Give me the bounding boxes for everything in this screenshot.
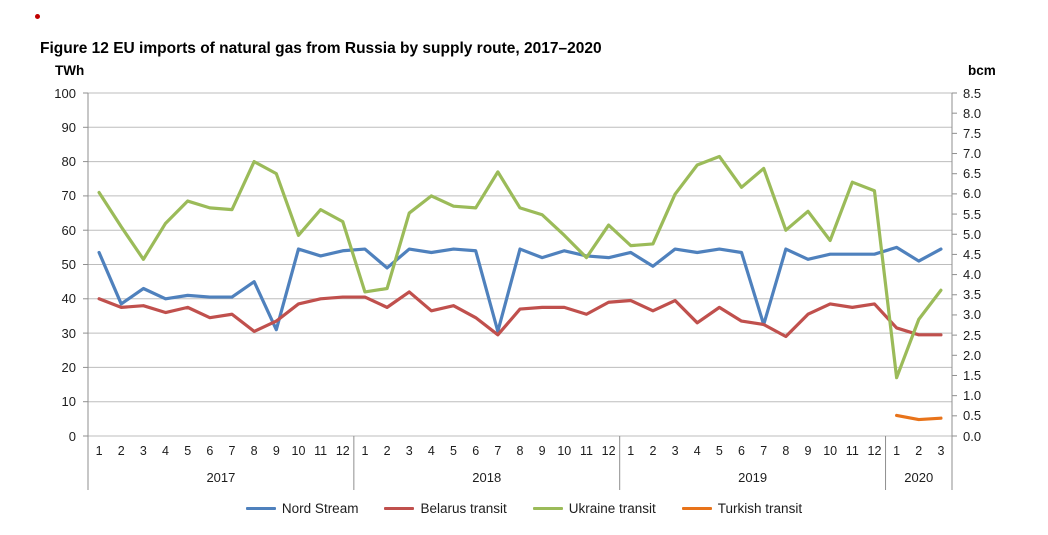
legend-line-swatch — [532, 506, 563, 511]
left-axis-tick-label: 20 — [61, 359, 76, 375]
right-axis-tick-label: 5.0 — [963, 226, 982, 242]
month-label: 3 — [937, 444, 945, 458]
ukraine-transit-line — [97, 154, 943, 380]
month-label: 6 — [472, 444, 480, 458]
month-label: 3 — [671, 444, 679, 458]
right-axis-tick-label: 5.5 — [963, 206, 982, 222]
legend-item-turkish-transit: Turkish transit — [681, 501, 803, 516]
legend-item-belarus-transit: Belarus transit — [384, 501, 507, 516]
month-label: 1 — [627, 444, 635, 458]
left-axis-tick-label: 50 — [61, 257, 76, 272]
month-label: 10 — [557, 444, 572, 458]
month-label: 2 — [117, 444, 125, 458]
right-axis-tick-label: 6.0 — [963, 186, 982, 202]
month-label: 9 — [538, 444, 546, 458]
month-label: 4 — [693, 444, 701, 458]
month-label: 2 — [649, 444, 657, 458]
left-axis-tick-label: 30 — [61, 325, 76, 341]
month-label: 12 — [335, 444, 350, 458]
month-label: 8 — [250, 444, 258, 458]
page-title: Figure 12 EU imports of natural gas from… — [40, 40, 602, 57]
belarus-transit-line — [97, 290, 943, 339]
month-label: 5 — [450, 444, 457, 458]
legend-label: Belarus transit — [420, 501, 507, 516]
month-label: 11 — [579, 444, 593, 458]
legend-item-nord-stream: Nord Stream — [245, 501, 359, 516]
nord-stream-line — [97, 245, 943, 333]
month-label: 6 — [738, 444, 745, 458]
right-axis-tick-label: 8.0 — [963, 105, 982, 121]
right-axis-tick-label: 3.5 — [963, 287, 982, 303]
month-label: 11 — [845, 444, 859, 458]
month-label: 7 — [760, 444, 768, 458]
right-axis-tick-label: 0.5 — [963, 408, 982, 424]
month-label: 3 — [405, 444, 413, 458]
right-axis-tick-label: 4.5 — [963, 246, 982, 262]
right-axis-tick-label: 1.0 — [963, 388, 982, 404]
legend-label: Turkish transit — [717, 501, 803, 516]
month-label: 10 — [823, 444, 838, 458]
year-label: 2018 — [472, 470, 502, 485]
month-label: 4 — [427, 444, 435, 458]
legend-line-swatch — [681, 506, 712, 511]
year-label: 2020 — [904, 470, 934, 485]
month-label: 5 — [184, 444, 192, 458]
legend-item-ukraine-transit: Ukraine transit — [532, 501, 656, 516]
left-axis-tick-label: 0 — [68, 428, 76, 444]
month-label: 11 — [314, 444, 328, 458]
left-axis-tick-label: 40 — [61, 291, 76, 307]
right-axis-tick-label: 7.5 — [963, 125, 982, 141]
month-label: 2 — [383, 444, 391, 458]
right-axis-tick-label: 6.5 — [963, 166, 982, 182]
legend-line-swatch — [245, 506, 276, 511]
month-label: 6 — [206, 444, 214, 458]
right-axis-tick-label: 1.5 — [963, 367, 982, 383]
left-axis-tick-label: 10 — [61, 394, 76, 410]
right-axis-tick-label: 3.0 — [963, 307, 982, 323]
month-label: 4 — [162, 444, 169, 458]
month-label: 8 — [782, 444, 790, 458]
right-axis-tick-label: 2.0 — [963, 347, 982, 363]
year-label: 2019 — [738, 470, 768, 485]
right-axis-tick-label: 2.5 — [963, 327, 982, 343]
left-axis-tick-label: 60 — [61, 222, 76, 238]
month-label: 7 — [494, 444, 502, 458]
left-axis-tick-label: 70 — [61, 188, 76, 204]
left-axis-tick-label: 90 — [61, 119, 76, 135]
month-label: 2 — [915, 444, 923, 458]
right-axis-tick-label: 7.0 — [963, 146, 982, 162]
right-axis-tick-label: 0.0 — [963, 428, 982, 444]
left-axis-tick-label: 100 — [54, 85, 76, 101]
year-label: 2017 — [206, 470, 236, 485]
month-label: 8 — [516, 444, 524, 458]
month-label: 10 — [291, 444, 306, 458]
month-label: 5 — [715, 444, 723, 458]
month-label: 7 — [228, 444, 236, 458]
legend-label: Nord Stream — [281, 501, 359, 516]
red-marker-dot — [35, 14, 40, 19]
right-axis-unit-label: bcm — [968, 63, 996, 78]
left-axis-unit-label: TWh — [55, 63, 85, 78]
legend: Nord Stream Belarus transit Ukraine transi… — [0, 501, 1048, 516]
month-label: 1 — [95, 444, 103, 458]
right-axis-tick-label: 4.0 — [963, 267, 982, 283]
month-label: 12 — [601, 444, 616, 458]
turkish-transit-line — [895, 413, 943, 422]
month-label: 3 — [139, 444, 147, 458]
legend-line-swatch — [384, 506, 415, 511]
legend-label: Ukraine transit — [568, 501, 656, 516]
month-label: 1 — [893, 444, 901, 458]
month-label: 9 — [272, 444, 280, 458]
left-axis-tick-label: 80 — [61, 154, 76, 170]
month-label: 1 — [361, 444, 369, 458]
month-label: 9 — [804, 444, 812, 458]
right-axis-tick-label: 8.5 — [963, 85, 982, 101]
month-label: 12 — [867, 444, 882, 458]
